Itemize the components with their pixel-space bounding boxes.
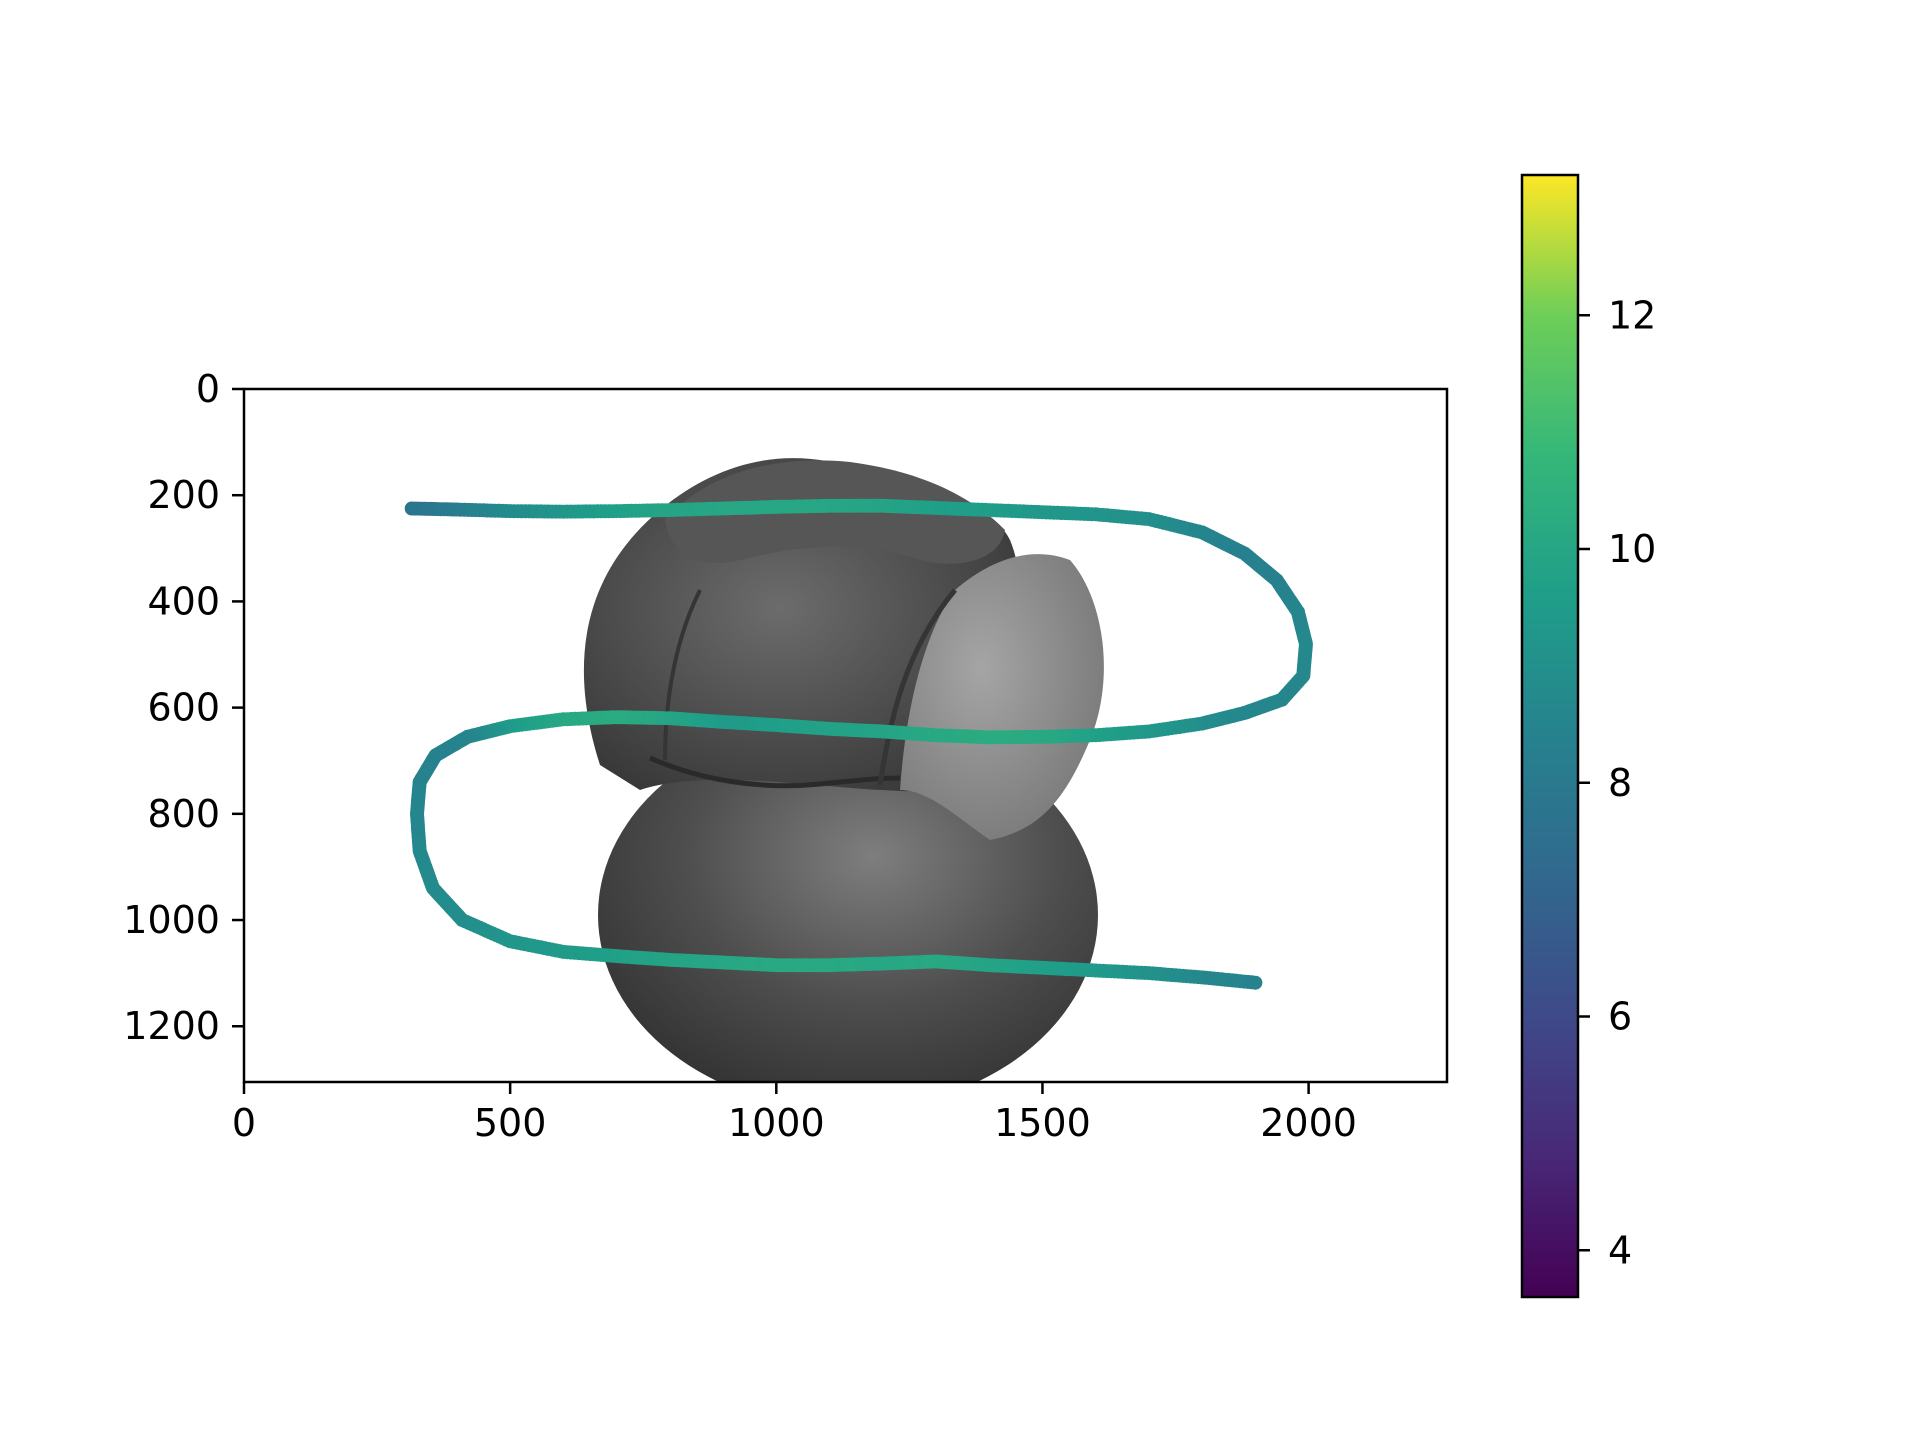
colorbar: 4 6 8 10 12 xyxy=(1520,173,1656,1299)
colorbar-tick-label: 10 xyxy=(1608,527,1656,571)
trajectory-series xyxy=(404,498,1313,990)
x-tick-label: 500 xyxy=(474,1101,547,1145)
y-tick-label: 600 xyxy=(147,686,220,730)
x-axis: 0 500 1000 1500 2000 xyxy=(232,1082,1357,1145)
organ-groove-line-3 xyxy=(663,589,702,761)
colorbar-tick-label: 8 xyxy=(1608,761,1632,805)
x-tick-label: 1500 xyxy=(994,1101,1091,1145)
y-axis: 0 200 400 600 800 1000 1200 xyxy=(123,367,244,1048)
x-tick-label: 2000 xyxy=(1260,1101,1357,1145)
x-tick-label: 0 xyxy=(232,1101,256,1145)
y-tick-label: 200 xyxy=(147,473,220,517)
organ-groove-line-2 xyxy=(877,588,957,786)
colorbar-tick-label: 12 xyxy=(1608,293,1656,337)
y-tick-label: 0 xyxy=(196,367,220,411)
colorbar-tick-label: 6 xyxy=(1608,995,1632,1039)
organ-render-image xyxy=(583,458,1104,1082)
main-axes: 0 500 1000 1500 2000 0 200 400 600 800 1000 1200 xyxy=(123,367,1449,1145)
axes-frame xyxy=(242,387,1449,1084)
y-tick-label: 1200 xyxy=(123,1004,220,1048)
x-tick-label: 1000 xyxy=(728,1101,825,1145)
trajectory-point xyxy=(1248,975,1263,990)
organ-right-atrium xyxy=(900,554,1104,840)
organ-groove-line xyxy=(648,755,901,789)
y-tick-label: 1000 xyxy=(123,898,220,942)
colorbar-frame xyxy=(1520,173,1580,1299)
colorbar-ticks: 4 6 8 10 12 xyxy=(1578,293,1656,1272)
y-tick-label: 800 xyxy=(147,792,220,836)
y-tick-label: 400 xyxy=(147,579,220,623)
colorbar-gradient xyxy=(1522,175,1578,1297)
colorbar-tick-label: 4 xyxy=(1608,1228,1632,1272)
